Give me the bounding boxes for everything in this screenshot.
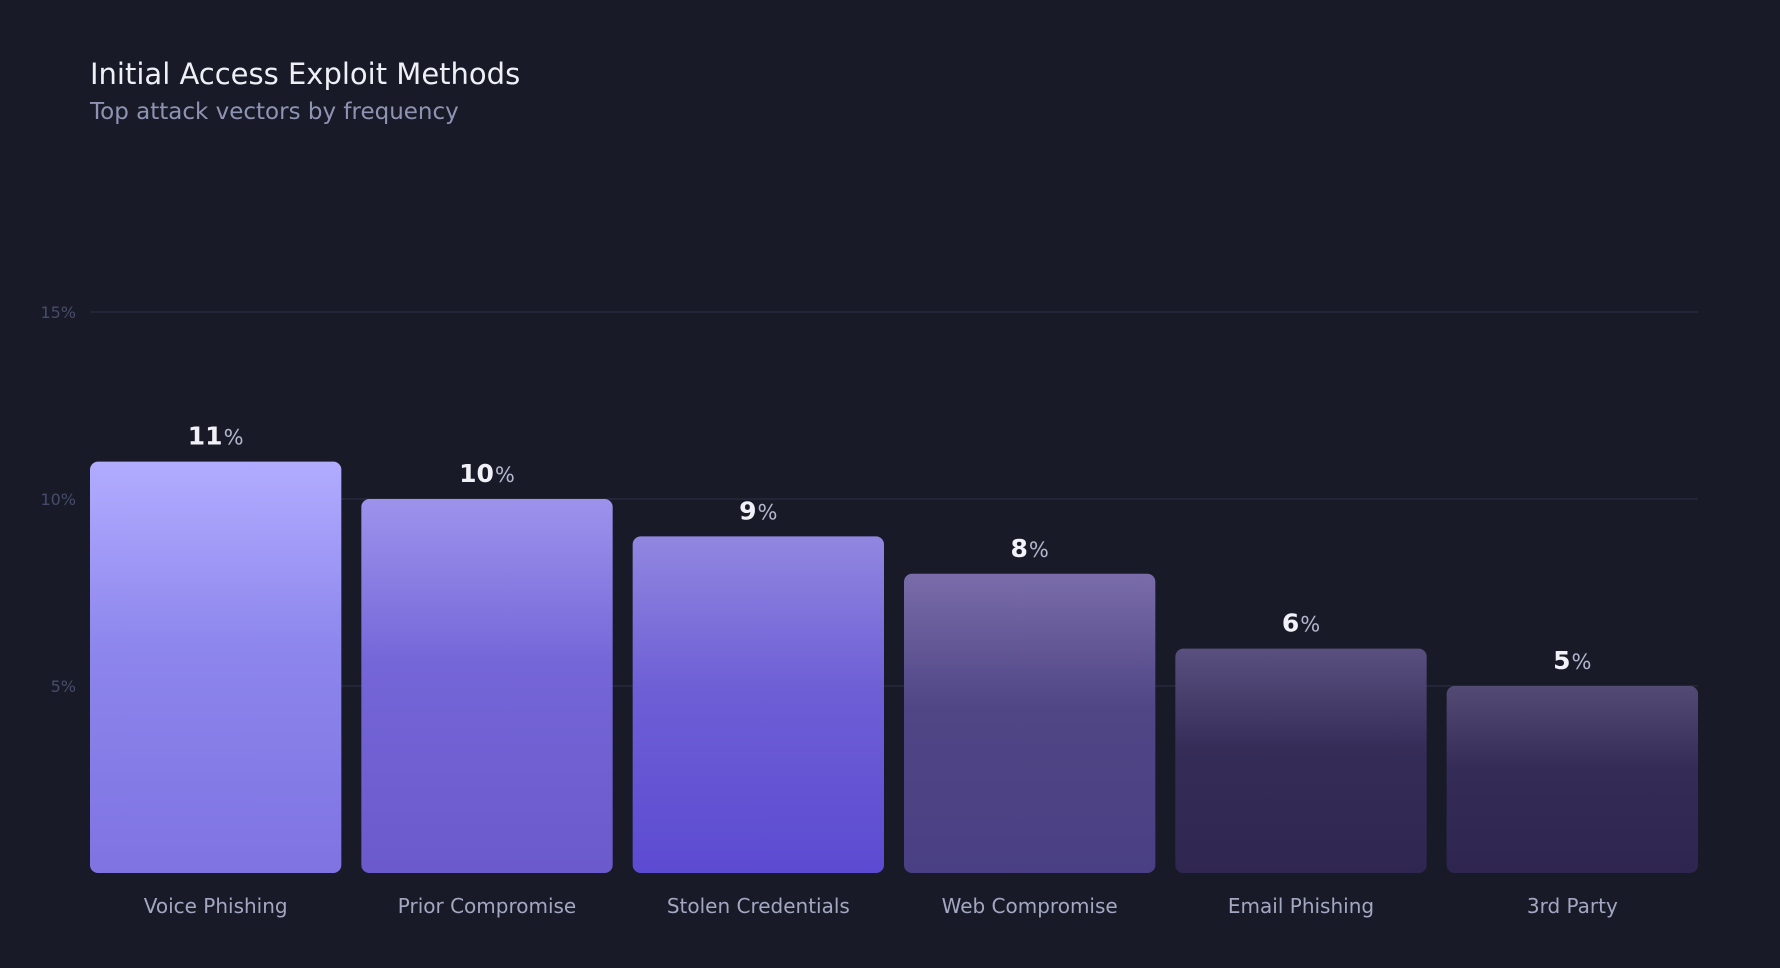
data-label: 11% — [188, 422, 244, 451]
bar[interactable] — [904, 573, 1156, 873]
bar[interactable] — [1446, 686, 1698, 873]
data-label: 6% — [1282, 609, 1320, 638]
data-label: 9% — [739, 496, 777, 525]
data-label: 10% — [459, 459, 515, 488]
chart-subtitle: Top attack vectors by frequency — [90, 99, 459, 125]
x-tick-label: Stolen Credentials — [667, 894, 850, 918]
bar[interactable] — [1175, 648, 1427, 873]
x-tick-label: Web Compromise — [942, 894, 1118, 918]
chart-title: Initial Access Exploit Methods — [90, 57, 521, 91]
x-tick-label: 3rd Party — [1527, 894, 1618, 918]
bar[interactable] — [90, 461, 342, 873]
y-tick-label: 15% — [40, 303, 76, 322]
bar-layer — [90, 461, 1698, 873]
y-tick-label: 5% — [51, 677, 76, 696]
data-label: 8% — [1010, 534, 1048, 563]
y-tick-label: 10% — [40, 490, 76, 509]
bar[interactable] — [632, 536, 884, 873]
label-layer: 11% Voice Phishing 10% Prior Compromise 9% St… — [144, 422, 1618, 918]
grid-layer: 5% 10% 15% — [40, 303, 1698, 696]
x-tick-label: Voice Phishing — [144, 894, 288, 918]
bar[interactable] — [361, 499, 613, 873]
x-tick-label: Prior Compromise — [398, 894, 576, 918]
x-tick-label: Email Phishing — [1228, 894, 1374, 918]
data-label: 5% — [1553, 646, 1591, 675]
